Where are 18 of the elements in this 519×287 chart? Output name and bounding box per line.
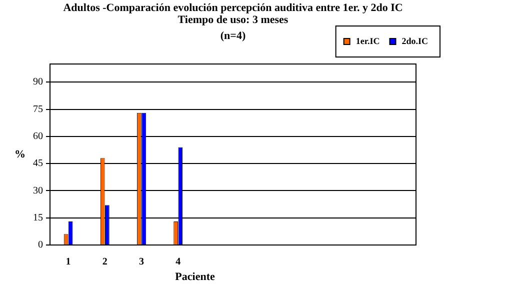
y-tick-label: 75 xyxy=(33,104,43,115)
x-tick-label: 3 xyxy=(139,256,144,268)
y-tick-label: 90 xyxy=(33,76,43,88)
x-tick-label: 1 xyxy=(66,256,71,268)
x-tick-label: 2 xyxy=(102,256,108,268)
x-axis-title: Paciente xyxy=(175,270,215,283)
text: (n=4) xyxy=(220,30,246,42)
legend-label: 2do.IC xyxy=(402,36,428,46)
y-tick-label: 30 xyxy=(33,185,43,196)
y-tick-label: 60 xyxy=(33,131,43,142)
legend-label: 1er.IC xyxy=(356,36,380,46)
y-tick-label: 0 xyxy=(38,240,43,251)
chart-subtitle: Tiempo de uso: 3 meses xyxy=(178,14,289,26)
y-axis-title: % xyxy=(14,148,26,160)
chart-title: Adultos -Comparación evolución percepción auditiva entre 1er. y 2do IC xyxy=(63,2,403,14)
y-tick-label: 45 xyxy=(33,158,43,170)
y-tick-label: 15 xyxy=(33,212,43,224)
x-tick-label: 4 xyxy=(176,256,181,268)
